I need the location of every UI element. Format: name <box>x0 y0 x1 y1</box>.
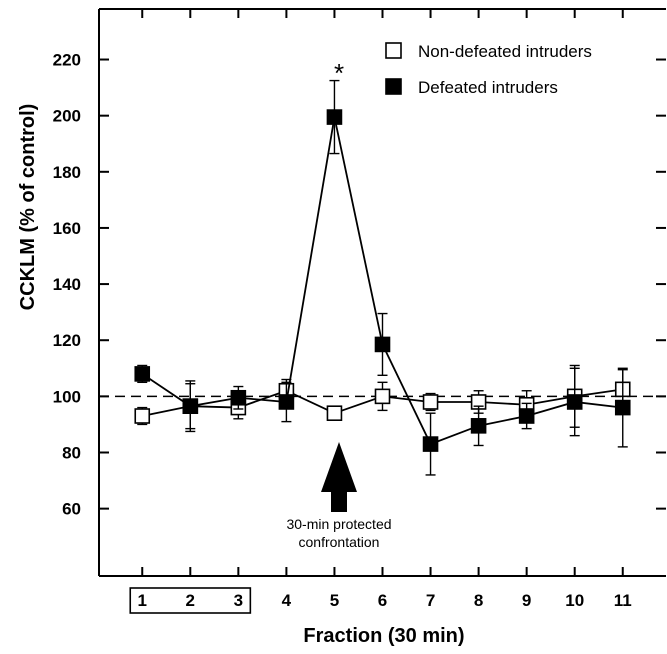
x-axis-title: Fraction (30 min) <box>303 625 464 647</box>
legend-marker-defeated <box>385 78 402 95</box>
x-tick-label: 11 <box>614 591 632 610</box>
data-point <box>278 394 295 410</box>
data-point <box>518 408 535 424</box>
y-tick-label: 120 <box>53 331 81 350</box>
x-tick-label: 2 <box>186 591 195 610</box>
x-tick-label: 5 <box>330 591 339 610</box>
y-tick-label: 140 <box>53 275 81 294</box>
y-tick-label: 180 <box>53 163 81 182</box>
data-point <box>422 394 439 410</box>
y-tick-label: 220 <box>53 51 81 70</box>
x-tick-labels: 1 2 3 4 5 6 7 8 9 10 11 <box>129 587 632 614</box>
series-group <box>134 79 631 476</box>
x-tick-label: 7 <box>426 591 435 610</box>
legend-label-defeated: Defeated intruders <box>418 78 558 97</box>
x-tick-label: 8 <box>474 591 483 610</box>
x-tick-label: 4 <box>282 591 292 610</box>
axis-ticks <box>99 9 666 576</box>
data-point <box>230 389 247 406</box>
protected-confrontation-arrow <box>321 442 357 512</box>
legend-label-non-defeated: Non-defeated intruders <box>418 42 592 61</box>
data-point <box>614 399 631 416</box>
annotation-line-2: confrontation <box>299 534 380 550</box>
x-tick-label: 10 <box>565 591 584 610</box>
baseline-fractions-box <box>129 587 252 614</box>
data-point <box>182 398 199 414</box>
y-tick-label: 200 <box>53 107 81 126</box>
y-tick-label: 80 <box>62 443 81 462</box>
legend: Non-defeated intruders Defeated intruder… <box>385 42 592 97</box>
x-tick-label: 9 <box>522 591 531 610</box>
arrow-head <box>321 442 357 492</box>
data-point <box>422 436 439 452</box>
annotation-line-1: 30-min protected <box>286 516 391 532</box>
data-point <box>374 388 391 405</box>
y-tick-label: 100 <box>53 387 81 406</box>
data-point <box>470 418 487 434</box>
data-point <box>566 394 583 410</box>
data-point <box>134 366 151 382</box>
x-tick-label: 6 <box>378 591 387 610</box>
y-axis-title: CCKLM (% of control) <box>17 104 39 311</box>
arrow-shaft <box>331 490 347 512</box>
significance-star: * <box>334 58 344 88</box>
y-tick-label: 160 <box>53 219 81 238</box>
x-tick-label: 3 <box>234 591 243 610</box>
series-defeated <box>134 79 631 476</box>
x-tick-label: 1 <box>138 591 147 610</box>
data-point <box>326 405 343 421</box>
y-tick-labels: 60 80 100 120 140 160 180 200 220 <box>53 51 81 519</box>
legend-marker-non-defeated <box>385 42 402 59</box>
plot-frame <box>98 8 666 577</box>
data-point <box>374 336 391 353</box>
data-point <box>326 109 343 125</box>
data-point <box>134 408 151 424</box>
y-tick-label: 60 <box>62 500 81 519</box>
